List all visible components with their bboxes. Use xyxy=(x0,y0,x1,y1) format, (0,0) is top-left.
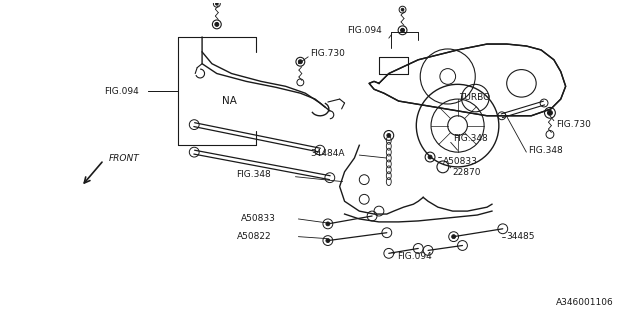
Text: FIG.348: FIG.348 xyxy=(528,146,563,155)
Text: 22870: 22870 xyxy=(452,168,481,177)
Circle shape xyxy=(547,110,552,115)
Text: A50822: A50822 xyxy=(236,232,271,241)
Text: FIG.094: FIG.094 xyxy=(104,87,139,96)
Text: 34484A: 34484A xyxy=(310,148,345,158)
Text: FIG.730: FIG.730 xyxy=(310,49,345,58)
Circle shape xyxy=(215,2,218,5)
Circle shape xyxy=(452,235,456,239)
Circle shape xyxy=(401,28,404,32)
Circle shape xyxy=(215,22,219,26)
Text: NA: NA xyxy=(221,96,237,106)
Circle shape xyxy=(401,8,404,11)
Text: FRONT: FRONT xyxy=(109,154,140,163)
Circle shape xyxy=(326,239,330,243)
Circle shape xyxy=(428,155,432,159)
Circle shape xyxy=(387,133,391,137)
Text: FIG.730: FIG.730 xyxy=(556,120,591,129)
Circle shape xyxy=(298,60,302,64)
Text: TURBO: TURBO xyxy=(460,92,491,102)
Text: A50833: A50833 xyxy=(443,157,477,166)
Text: A50833: A50833 xyxy=(241,214,276,223)
Text: FIG.094: FIG.094 xyxy=(348,26,382,35)
Text: FIG.348: FIG.348 xyxy=(236,170,271,179)
Text: A346001106: A346001106 xyxy=(556,298,614,307)
Text: FIG.348: FIG.348 xyxy=(452,134,488,143)
Text: 34485: 34485 xyxy=(507,232,535,241)
Text: FIG.094: FIG.094 xyxy=(397,252,431,261)
Polygon shape xyxy=(369,44,566,116)
Circle shape xyxy=(326,222,330,226)
